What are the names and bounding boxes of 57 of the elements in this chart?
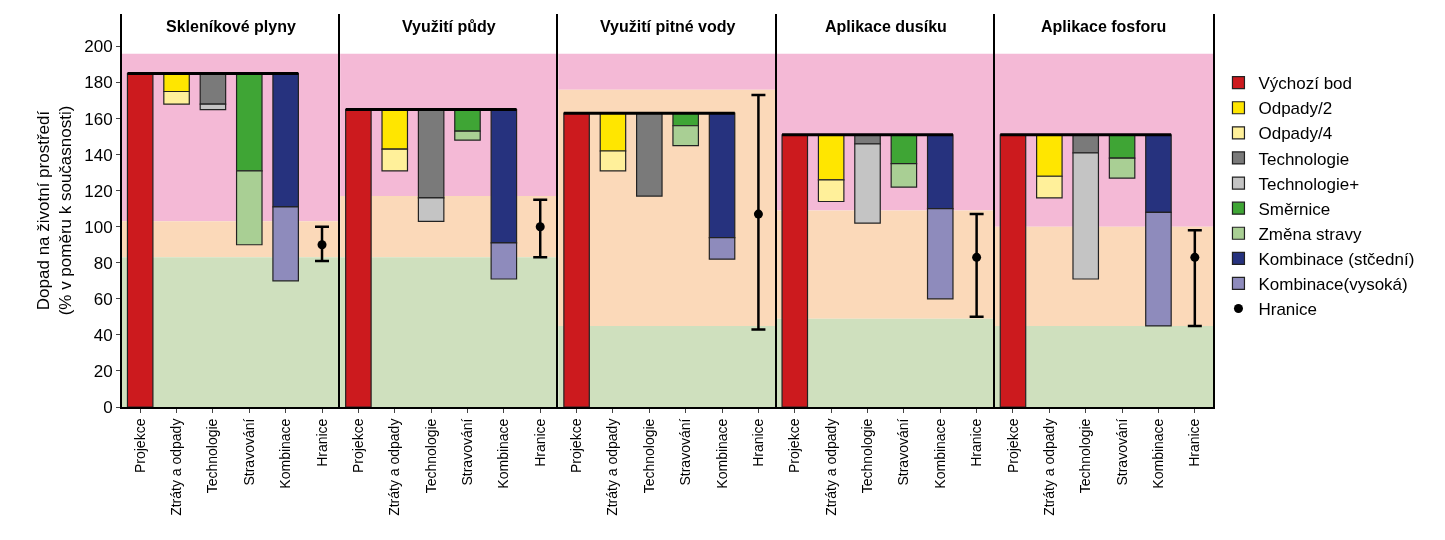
x-tick-label: Projekce	[1004, 418, 1021, 474]
chart-title: Aplikace dusíku	[825, 18, 947, 35]
legend-label: Výchozí bod	[1258, 74, 1353, 94]
x-tick-label: Hranice	[1186, 418, 1203, 467]
legend-label: Technologie+	[1258, 174, 1360, 194]
chart-title: Aplikace fosforu	[1041, 18, 1167, 35]
x-tick-label: Projekce	[131, 418, 148, 474]
legend-label: Odpady/2	[1258, 99, 1333, 119]
x-tick-label: Technologie	[640, 418, 657, 494]
x-tick-label: Technologie	[859, 418, 876, 494]
y-tick-label: 140	[84, 145, 113, 165]
legend-label: Hranice	[1258, 300, 1318, 320]
x-tick-label: Projekce	[786, 418, 803, 474]
x-tick-label: Hranice	[749, 418, 766, 467]
x-tick-label: Technologie	[204, 418, 221, 494]
x-tick-label: Projekce	[349, 418, 366, 474]
chart-title: Využití půdy	[402, 18, 496, 35]
legend-label: Změna stravy	[1258, 224, 1362, 244]
x-tick-label: Kombinace	[277, 418, 294, 489]
legend-label: Kombinace(vysoká)	[1258, 275, 1408, 295]
x-tick-label: Kombinace	[495, 418, 512, 489]
legend-label: Technologie	[1258, 149, 1350, 169]
y-tick-label: 200	[84, 37, 113, 57]
legend-label: Kombinace (stčední)	[1258, 249, 1415, 269]
x-tick-label: Stravování	[1113, 418, 1130, 486]
x-tick-label: Kombinace	[931, 418, 948, 489]
legend-label: Směrnice	[1258, 199, 1331, 219]
y-tick-label: 40	[93, 325, 113, 345]
y-axis-title: Dopad na životní prostředí (% v poměru k současnosti)	[34, 105, 76, 316]
x-tick-label: Ztráty a odpady	[386, 418, 403, 516]
y-tick-label: 80	[93, 253, 113, 273]
x-tick-label: Hranice	[968, 418, 985, 467]
x-tick-label: Stravování	[677, 418, 694, 486]
chart-title: Skleníkové plyny	[166, 18, 296, 35]
x-tick-label: Ztráty a odpady	[168, 418, 185, 516]
y-tick-label: 60	[93, 289, 113, 309]
x-tick-label: Hranice	[313, 418, 330, 467]
x-tick-label: Technologie	[1077, 418, 1094, 494]
x-tick-label: Kombinace	[713, 418, 730, 489]
y-tick-label: 0	[103, 397, 113, 417]
x-tick-label: Technologie	[422, 418, 439, 494]
x-tick-label: Ztráty a odpady	[604, 418, 621, 516]
y-tick-label: 20	[93, 361, 113, 381]
x-tick-label: Ztráty a odpady	[822, 418, 839, 516]
y-tick-label: 160	[84, 109, 113, 129]
y-tick-label: 120	[84, 181, 113, 201]
y-tick-label: 100	[84, 217, 113, 237]
x-tick-label: Kombinace	[1150, 418, 1166, 489]
x-tick-label: Stravování	[459, 418, 476, 486]
x-tick-label: Stravování	[895, 418, 912, 486]
y-tick-label: 180	[84, 73, 113, 93]
x-tick-label: Ztráty a odpady	[1040, 418, 1057, 516]
legend-label: Odpady/4	[1258, 124, 1333, 144]
x-tick-label: Projekce	[568, 418, 585, 474]
x-tick-label: Hranice	[531, 418, 548, 467]
chart-title: Využití pitné vody	[600, 18, 736, 35]
x-tick-label: Stravování	[240, 418, 257, 486]
